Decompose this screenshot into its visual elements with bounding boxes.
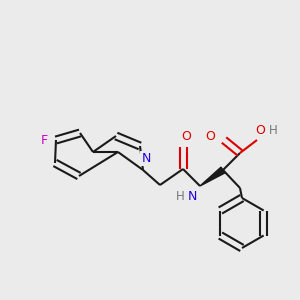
Text: H: H [176, 190, 184, 203]
Text: O: O [255, 124, 265, 136]
Text: N: N [187, 190, 197, 203]
Text: N: N [141, 152, 151, 164]
Text: H: H [268, 124, 278, 136]
Text: F: F [40, 134, 48, 146]
Text: O: O [181, 130, 191, 143]
Polygon shape [200, 167, 225, 186]
Text: O: O [205, 130, 215, 142]
